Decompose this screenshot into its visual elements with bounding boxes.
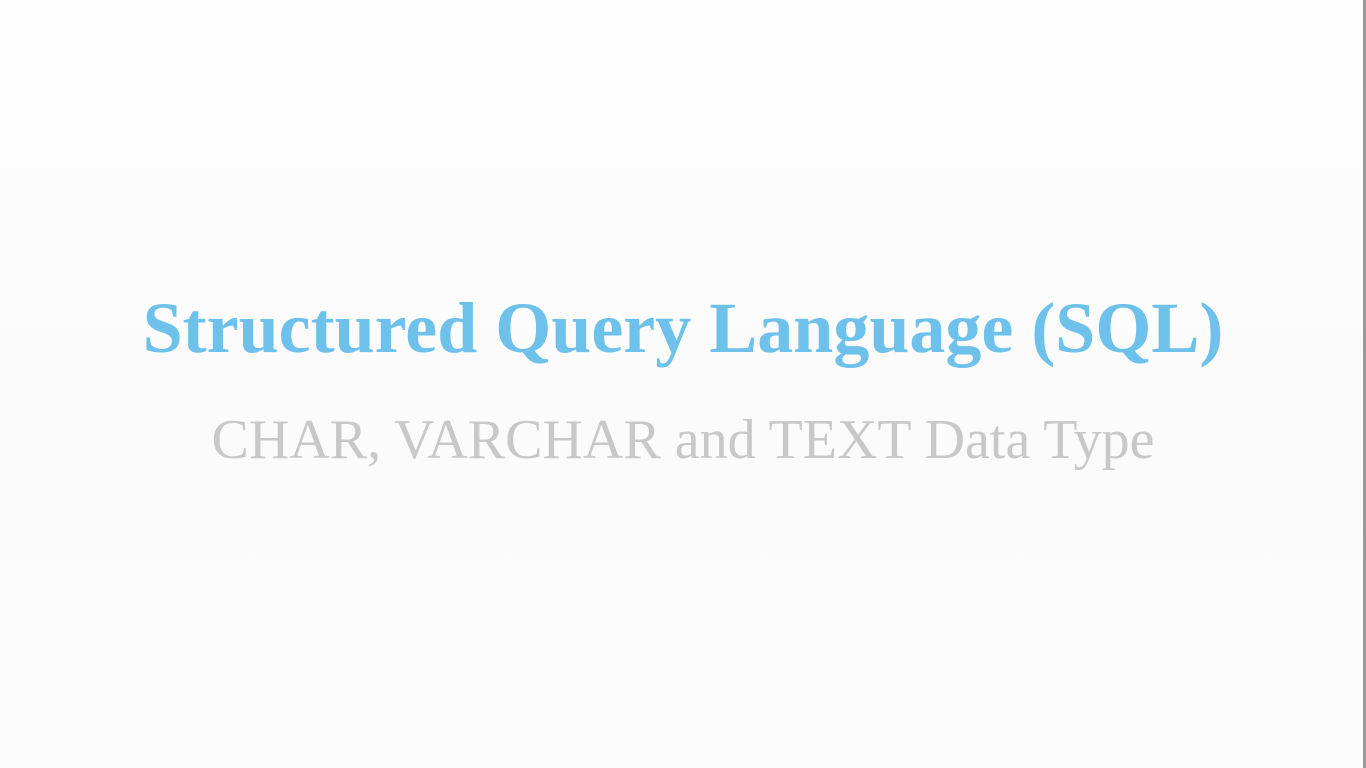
slide-title: Structured Query Language (SQL) [142, 288, 1224, 368]
window-edge [1363, 0, 1366, 768]
slide-subtitle: CHAR, VARCHAR and TEXT Data Type [211, 409, 1155, 471]
